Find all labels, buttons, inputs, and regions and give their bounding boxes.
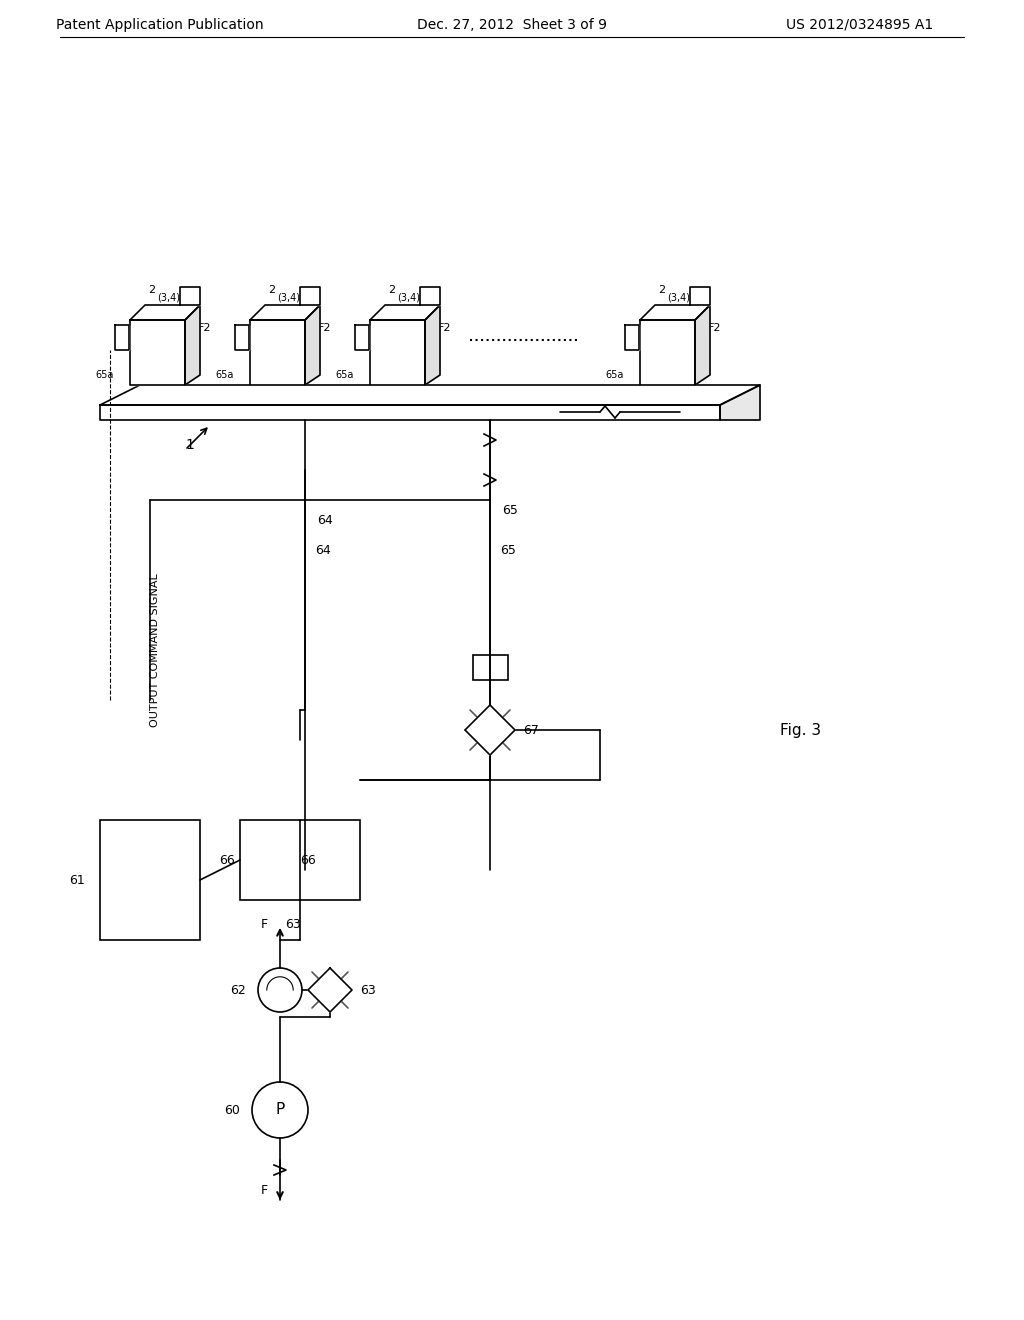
Polygon shape [100, 385, 760, 405]
Text: Patent Application Publication: Patent Application Publication [56, 18, 264, 32]
Polygon shape [180, 286, 200, 305]
Text: 1: 1 [185, 438, 194, 451]
Text: F1: F1 [355, 341, 369, 350]
Text: P: P [275, 1102, 285, 1118]
Bar [100, 820, 200, 940]
Text: 66: 66 [219, 854, 234, 866]
Text: F1: F1 [626, 341, 639, 350]
Polygon shape [640, 319, 695, 385]
Polygon shape [720, 385, 760, 420]
Polygon shape [100, 405, 720, 420]
Polygon shape [300, 286, 319, 305]
Text: 64a: 64a [141, 370, 159, 380]
Text: Fig. 3: Fig. 3 [780, 722, 821, 738]
Polygon shape [370, 319, 425, 385]
Text: F: F [261, 919, 268, 932]
Text: 66: 66 [300, 854, 315, 866]
Polygon shape [690, 286, 710, 305]
Text: 2: 2 [148, 285, 156, 294]
Polygon shape [130, 305, 200, 319]
Text: 65a: 65a [336, 370, 354, 380]
Text: 63: 63 [360, 983, 376, 997]
Text: 65a: 65a [216, 370, 234, 380]
Polygon shape [130, 319, 185, 385]
Text: 64: 64 [315, 544, 331, 557]
Text: 64a: 64a [381, 370, 399, 380]
Text: 63: 63 [285, 919, 301, 932]
Text: Dec. 27, 2012  Sheet 3 of 9: Dec. 27, 2012 Sheet 3 of 9 [417, 18, 607, 32]
Polygon shape [250, 319, 305, 385]
Polygon shape [425, 305, 440, 385]
Bar [473, 655, 508, 680]
Polygon shape [185, 305, 200, 385]
Text: F2: F2 [318, 323, 332, 333]
Polygon shape [115, 325, 129, 350]
Text: 64a: 64a [651, 370, 669, 380]
Text: F2: F2 [438, 323, 452, 333]
Text: OUTPUT COMMAND SIGNAL: OUTPUT COMMAND SIGNAL [150, 573, 160, 727]
Text: 65: 65 [502, 503, 518, 516]
Text: 62: 62 [230, 983, 246, 997]
Polygon shape [234, 325, 249, 350]
Text: 65: 65 [500, 544, 516, 557]
Text: 65a: 65a [606, 370, 625, 380]
Text: 2: 2 [268, 285, 275, 294]
Text: F2: F2 [709, 323, 722, 333]
Polygon shape [420, 286, 440, 305]
Polygon shape [465, 705, 515, 755]
Text: (3,4): (3,4) [158, 293, 180, 304]
Text: 60: 60 [224, 1104, 240, 1117]
Text: F2: F2 [199, 323, 212, 333]
Polygon shape [355, 325, 369, 350]
Text: 2: 2 [388, 285, 395, 294]
Text: (3,4): (3,4) [278, 293, 300, 304]
Text: F: F [261, 1184, 268, 1196]
Text: F1: F1 [116, 341, 129, 350]
Text: (3,4): (3,4) [397, 293, 421, 304]
Text: 64: 64 [317, 513, 333, 527]
Text: 67: 67 [523, 723, 539, 737]
Polygon shape [695, 305, 710, 385]
Polygon shape [308, 968, 352, 1012]
Polygon shape [305, 305, 319, 385]
Text: 61: 61 [70, 874, 85, 887]
Polygon shape [370, 305, 440, 319]
Text: 64a: 64a [261, 370, 280, 380]
Text: US 2012/0324895 A1: US 2012/0324895 A1 [786, 18, 934, 32]
Text: (3,4): (3,4) [668, 293, 690, 304]
Text: 2: 2 [658, 285, 666, 294]
Text: F1: F1 [236, 341, 249, 350]
Polygon shape [640, 305, 710, 319]
Bar [240, 820, 360, 900]
Text: 65a: 65a [96, 370, 115, 380]
Polygon shape [625, 325, 639, 350]
Polygon shape [250, 305, 319, 319]
